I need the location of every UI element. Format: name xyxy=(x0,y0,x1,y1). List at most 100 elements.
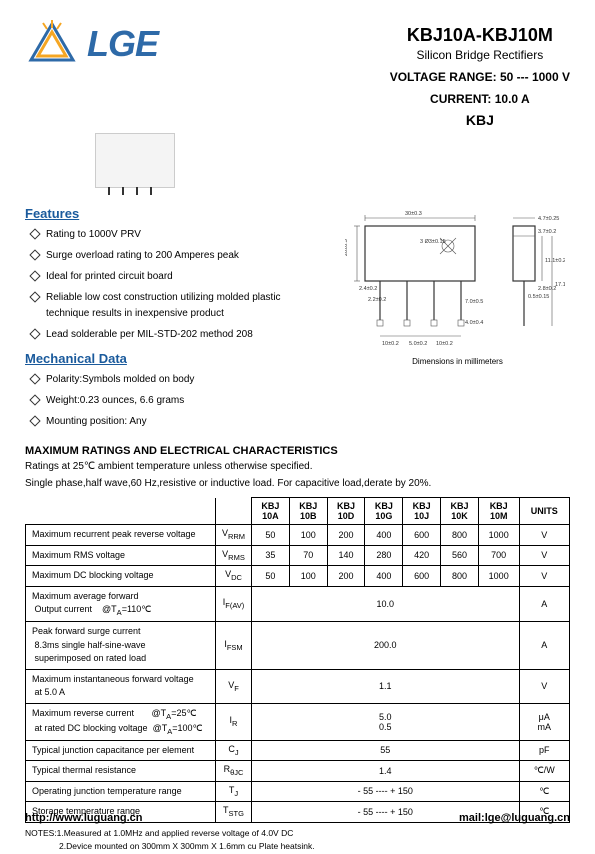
diamond-icon xyxy=(29,415,40,426)
row-value: 400 xyxy=(365,566,403,587)
row-value: 10.0 xyxy=(252,586,520,622)
list-item: Reliable low cost construction utilizing… xyxy=(31,290,320,322)
table-row: Typical junction capacitance per element… xyxy=(26,740,570,761)
table-row: Typical thermal resistance RθJC 1.4 ℃/W xyxy=(26,761,570,782)
dim-pad: 2.4±0.2 xyxy=(359,286,377,292)
list-item-text: Reliable low cost construction utilizing… xyxy=(46,290,320,322)
footer-mail[interactable]: mail:lge@luguang.cn xyxy=(459,812,570,824)
row-symbol: VF xyxy=(216,669,252,703)
title-block: KBJ10A-KBJ10M Silicon Bridge Rectifiers … xyxy=(390,25,570,128)
row-value: 50 xyxy=(252,566,290,587)
row-value: 55 xyxy=(252,740,520,761)
col-10m: KBJ10M xyxy=(478,498,519,525)
list-item: Ideal for printed circuit board xyxy=(31,269,320,285)
col-10j: KBJ10J xyxy=(403,498,441,525)
table-row: Operating junction temperature range TJ … xyxy=(26,781,570,802)
row-label: Maximum instantaneous forward voltage at… xyxy=(26,669,216,703)
dim-t2: 3.7±0.2 xyxy=(538,229,556,235)
row-value: 420 xyxy=(403,545,441,566)
dim-lead: 7.0±0.5 xyxy=(465,299,483,305)
row-unit: A xyxy=(519,622,569,670)
row-value: 1000 xyxy=(478,566,519,587)
mechanical-list: Polarity:Symbols molded on body Weight:0.… xyxy=(25,372,320,430)
row-unit: V xyxy=(519,525,569,546)
list-item: Rating to 1000V PRV xyxy=(31,227,320,243)
diamond-icon xyxy=(29,291,40,302)
row-label: Typical thermal resistance xyxy=(26,761,216,782)
list-item: Weight:0.23 ounces, 6.6 grams xyxy=(31,393,320,409)
col-10k: KBJ10K xyxy=(441,498,479,525)
row-value: 560 xyxy=(441,545,479,566)
footer-url[interactable]: http://www.luguang.cn xyxy=(25,812,143,824)
dim-t1: 4.7±0.25 xyxy=(538,216,559,222)
dim-t4: 2.8±0.2 xyxy=(538,286,556,292)
diamond-icon xyxy=(29,394,40,405)
row-symbol: IR xyxy=(216,703,252,740)
row-label: Maximum RMS voltage xyxy=(26,545,216,566)
series-label: KBJ xyxy=(390,112,570,128)
ratings-line1: Ratings at 25℃ ambient temperature unles… xyxy=(25,459,570,474)
table-head-row: KBJ10A KBJ10B KBJ10D KBJ10G KBJ10J KBJ10… xyxy=(26,498,570,525)
list-item: Surge overload rating to 200 Amperes pea… xyxy=(31,248,320,264)
list-item-text: Lead solderable per MIL-STD-202 method 2… xyxy=(46,327,253,343)
voltage-line: VOLTAGE RANGE: 50 --- 1000 V xyxy=(390,70,570,84)
row-unit: V xyxy=(519,545,569,566)
current-line: CURRENT: 10.0 A xyxy=(390,92,570,106)
voltage-label: VOLTAGE RANGE: xyxy=(390,70,497,84)
table-row: Maximum instantaneous forward voltage at… xyxy=(26,669,570,703)
row-symbol: VDC xyxy=(216,566,252,587)
row-unit: V xyxy=(519,669,569,703)
mechanical-heading: Mechanical Data xyxy=(25,351,320,366)
row-unit: pF xyxy=(519,740,569,761)
part-number: KBJ10A-KBJ10M xyxy=(390,25,570,46)
col-10a: KBJ10A xyxy=(252,498,290,525)
row-value: 700 xyxy=(478,545,519,566)
table-row: Maximum reverse current @TA=25℃ at rated… xyxy=(26,703,570,740)
left-column: Features Rating to 1000V PRV Surge overlo… xyxy=(25,198,320,435)
list-item-text: Ideal for printed circuit board xyxy=(46,269,173,285)
product-photo xyxy=(95,133,175,188)
row-value: 100 xyxy=(289,566,327,587)
list-item-text: Surge overload rating to 200 Amperes pea… xyxy=(46,248,239,264)
row-value: 200 xyxy=(327,566,365,587)
dim-gap: 2.2±0.2 xyxy=(368,297,386,303)
dim-hole: 3 Ø3±0.15 xyxy=(420,239,446,245)
col-units: UNITS xyxy=(519,498,569,525)
note-2: 2.Device mounted on 300mm X 300mm X 1.6m… xyxy=(25,840,570,854)
row-value: 1000 xyxy=(478,525,519,546)
row-label: Peak forward surge current 8.3ms single … xyxy=(26,622,216,670)
features-heading: Features xyxy=(25,206,320,221)
row-value: - 55 ---- + 150 xyxy=(252,781,520,802)
row-value: 800 xyxy=(441,525,479,546)
dimension-diagram: 3 Ø3±0.15 30±0.3 20±0.3 xyxy=(345,198,570,366)
row-unit: V xyxy=(519,566,569,587)
row-unit: ℃ xyxy=(519,781,569,802)
diamond-icon xyxy=(29,228,40,239)
brand-text: LGE xyxy=(87,23,158,65)
subtitle: Silicon Bridge Rectifiers xyxy=(390,48,570,62)
row-value: 50 xyxy=(252,525,290,546)
dim-p2: 10±0.2 xyxy=(436,341,453,347)
diamond-icon xyxy=(29,328,40,339)
row-value: 35 xyxy=(252,545,290,566)
list-item: Mounting position: Any xyxy=(31,414,320,430)
dim-t6: 17.1±0.2 xyxy=(555,282,565,288)
list-item-text: Polarity:Symbols molded on body xyxy=(46,372,194,388)
row-label: Maximum DC blocking voltage xyxy=(26,566,216,587)
row-symbol: CJ xyxy=(216,740,252,761)
row-value: 70 xyxy=(289,545,327,566)
dim-t5: 0.5±0.15 xyxy=(528,294,549,300)
table-row: Maximum average forward Output current @… xyxy=(26,586,570,622)
diamond-icon xyxy=(29,270,40,281)
notes: NOTES:1.Measured at 1.0MHz and applied r… xyxy=(25,827,570,854)
table-row: Maximum DC blocking voltage VDC501002004… xyxy=(26,566,570,587)
row-label: Operating junction temperature range xyxy=(26,781,216,802)
ratings-line2: Single phase,half wave,60 Hz,resistive o… xyxy=(25,476,570,491)
row-label: Maximum average forward Output current @… xyxy=(26,586,216,622)
row-label: Maximum recurrent peak reverse voltage xyxy=(26,525,216,546)
row-symbol: IF(AV) xyxy=(216,586,252,622)
row-value: 600 xyxy=(403,566,441,587)
table-row: Maximum RMS voltage VRMS3570140280420560… xyxy=(26,545,570,566)
row-unit: ℃/W xyxy=(519,761,569,782)
row-symbol: VRRM xyxy=(216,525,252,546)
